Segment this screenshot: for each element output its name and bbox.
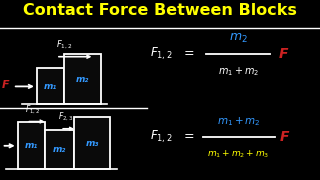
Text: $m_1 + m_2 + m_3$: $m_1 + m_2 + m_3$: [207, 148, 269, 160]
Text: $m_1 + m_2$: $m_1 + m_2$: [218, 65, 259, 78]
Text: m₂: m₂: [52, 145, 66, 154]
Text: $F_{1,2}$: $F_{1,2}$: [56, 39, 73, 51]
Bar: [45, 130, 74, 169]
Text: =: =: [184, 48, 195, 60]
Text: F: F: [280, 130, 290, 144]
Text: $F_{1,2}$: $F_{1,2}$: [150, 46, 173, 62]
Text: F: F: [278, 47, 288, 61]
Bar: [18, 122, 45, 169]
Text: $F_{1,2}$: $F_{1,2}$: [150, 129, 173, 145]
Text: m₂: m₂: [76, 75, 89, 84]
Text: $m_2$: $m_2$: [229, 32, 248, 45]
Text: m₁: m₁: [44, 82, 57, 91]
Text: m₃: m₃: [85, 139, 99, 148]
Bar: [74, 117, 110, 169]
Bar: [37, 68, 64, 104]
Text: =: =: [184, 130, 195, 143]
Text: $F_{1,2}$: $F_{1,2}$: [25, 104, 40, 116]
Bar: [64, 54, 101, 104]
Text: m₁: m₁: [25, 141, 38, 150]
Text: F: F: [2, 80, 10, 91]
Text: $m_1 + m_2$: $m_1 + m_2$: [217, 115, 260, 128]
Text: $F_{2,3}$: $F_{2,3}$: [58, 111, 73, 123]
Text: Contact Force Between Blocks: Contact Force Between Blocks: [23, 3, 297, 18]
